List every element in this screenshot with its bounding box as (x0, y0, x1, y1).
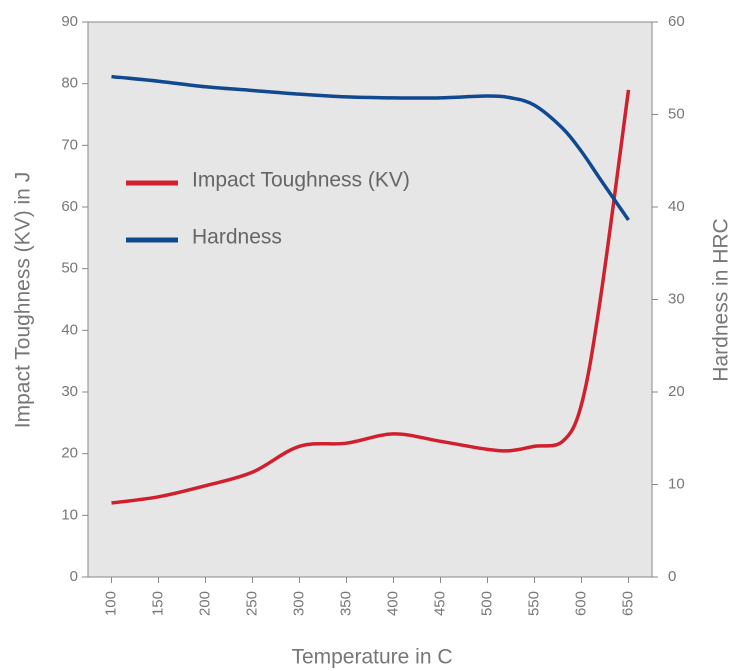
x-tick-label: 550 (525, 591, 542, 616)
x-tick-label: 300 (290, 591, 307, 616)
y-tick-label: 20 (61, 445, 78, 462)
x-tick-label: 450 (431, 591, 448, 616)
x-tick-label: 200 (196, 591, 213, 616)
x-axis-label: Temperature in C (291, 646, 452, 669)
x-tick-label: 400 (384, 591, 401, 616)
y2-tick-label: 10 (668, 475, 685, 492)
line (111, 89, 631, 505)
y-tick-label: 70 (61, 136, 78, 153)
line (111, 74, 630, 221)
legend-label: Impact Toughness (KV) (192, 169, 410, 192)
x-tick-label: 500 (478, 591, 495, 616)
y-tick-label: 10 (61, 506, 78, 523)
legend-label: Hardness (192, 226, 282, 249)
x-tick-label: 350 (337, 591, 354, 616)
plot-area (87, 21, 653, 578)
x-tick-label: 600 (572, 591, 589, 616)
y2-tick-label: 60 (668, 13, 685, 30)
y-axis-label: Impact Toughness (KV) in J (12, 172, 35, 428)
x-tick-label: 100 (102, 591, 119, 616)
y2-axis-label: Hardness in HRC (710, 218, 733, 381)
x-tick-label: 650 (619, 591, 636, 616)
y2-tick-label: 0 (668, 568, 676, 585)
y2-tick-label: 40 (668, 198, 685, 215)
y2-tick-label: 30 (668, 290, 685, 307)
y-tick-label: 80 (61, 75, 78, 92)
y2-tick-label: 50 (668, 105, 685, 122)
x-tick-label: 250 (243, 591, 260, 616)
y2-tick-label: 20 (668, 383, 685, 400)
y-tick-label: 0 (70, 568, 78, 585)
y-tick-label: 40 (61, 321, 78, 338)
y-tick-label: 60 (61, 198, 78, 215)
x-tick-label: 150 (149, 591, 166, 616)
y-tick-label: 90 (61, 13, 78, 30)
y-tick-label: 50 (61, 260, 78, 277)
y-tick-label: 30 (61, 383, 78, 400)
